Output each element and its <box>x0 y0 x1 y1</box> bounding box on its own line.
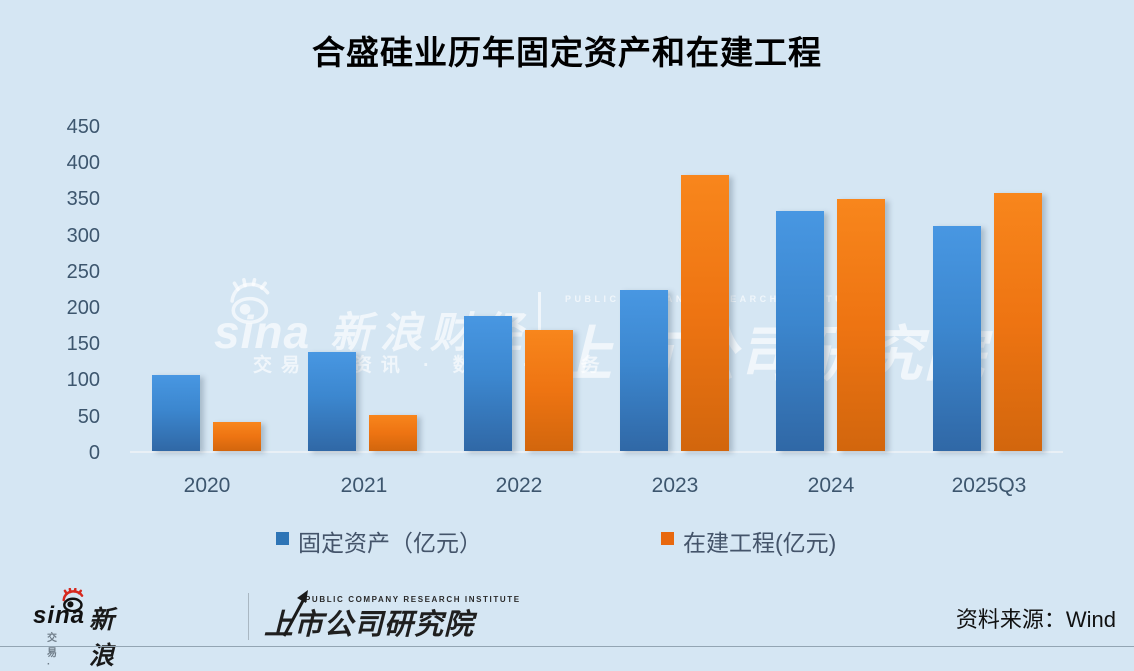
bar-group-2021 <box>308 352 417 451</box>
bar-group-2023 <box>620 175 729 451</box>
bar-group-2024 <box>776 199 885 451</box>
y-tick-label: 350 <box>66 188 100 210</box>
legend-swatch-blue-icon <box>276 532 289 545</box>
legend-label-fixed-assets: 固定资产（亿元） <box>298 530 482 556</box>
footer-rule <box>0 646 1134 647</box>
bar-fixed-assets-2023 <box>620 290 668 451</box>
y-tick-label: 400 <box>66 152 100 174</box>
bar-construction-2022 <box>525 330 573 451</box>
legend-item-construction: 在建工程(亿元) <box>661 524 836 558</box>
bar-construction-2021 <box>369 415 417 451</box>
bar-fixed-assets-2021 <box>308 352 356 451</box>
bar-fixed-assets-2024 <box>776 211 824 451</box>
y-tick-label: 50 <box>77 406 100 428</box>
bar-fixed-assets-2020 <box>152 375 200 451</box>
institute-arrow-icon <box>282 590 308 637</box>
x-axis-label-2021: 2021 <box>340 474 388 497</box>
bar-fixed-assets-2025q3 <box>933 226 981 451</box>
institute-name-cjk: 上市公司研究院 <box>264 609 475 641</box>
y-tick-label: 450 <box>66 116 100 138</box>
legend-item-fixed-assets: 固定资产（亿元） <box>276 524 482 558</box>
footer-divider <box>248 593 249 640</box>
x-axis-label-2020: 2020 <box>183 474 231 497</box>
y-tick-label: 150 <box>66 333 100 355</box>
sina-wordmark: sina <box>33 602 86 629</box>
bar-group-2020 <box>152 375 261 451</box>
bar-construction-2023 <box>681 175 729 451</box>
bar-group-2025q3 <box>933 193 1042 451</box>
y-tick-label: 0 <box>88 442 100 464</box>
page-title: 合盛硅业历年固定资产和在建工程 <box>312 34 822 71</box>
y-tick-label: 100 <box>66 369 100 391</box>
bar-construction-2024 <box>837 199 885 451</box>
x-axis-label-2025q3: 2025Q3 <box>951 474 1027 497</box>
plot-area <box>130 127 1063 453</box>
legend-label-construction: 在建工程(亿元) <box>683 530 837 556</box>
bar-construction-2020 <box>213 422 261 451</box>
x-axis-label-2022: 2022 <box>495 474 543 497</box>
sina-cjk-wordmark: 新浪财经 <box>89 606 117 670</box>
sina-tagline: 交易 · 资讯 · 数据 · 服务 <box>47 633 60 670</box>
institute-name-en: PUBLIC COMPANY RESEARCH INSTITUTE <box>305 595 521 604</box>
x-axis-label-2023: 2023 <box>651 474 699 497</box>
data-source-text: 资料来源：Wind <box>955 607 1116 632</box>
y-tick-label: 200 <box>66 297 100 319</box>
bar-construction-2025q3 <box>994 193 1042 451</box>
y-tick-label: 250 <box>66 261 100 283</box>
bar-group-2022 <box>464 316 573 451</box>
legend-swatch-orange-icon <box>661 532 674 545</box>
sina-eye-icon <box>62 588 84 612</box>
y-tick-label: 300 <box>66 225 100 247</box>
x-axis-label-2024: 2024 <box>807 474 855 497</box>
bar-fixed-assets-2022 <box>464 316 512 451</box>
